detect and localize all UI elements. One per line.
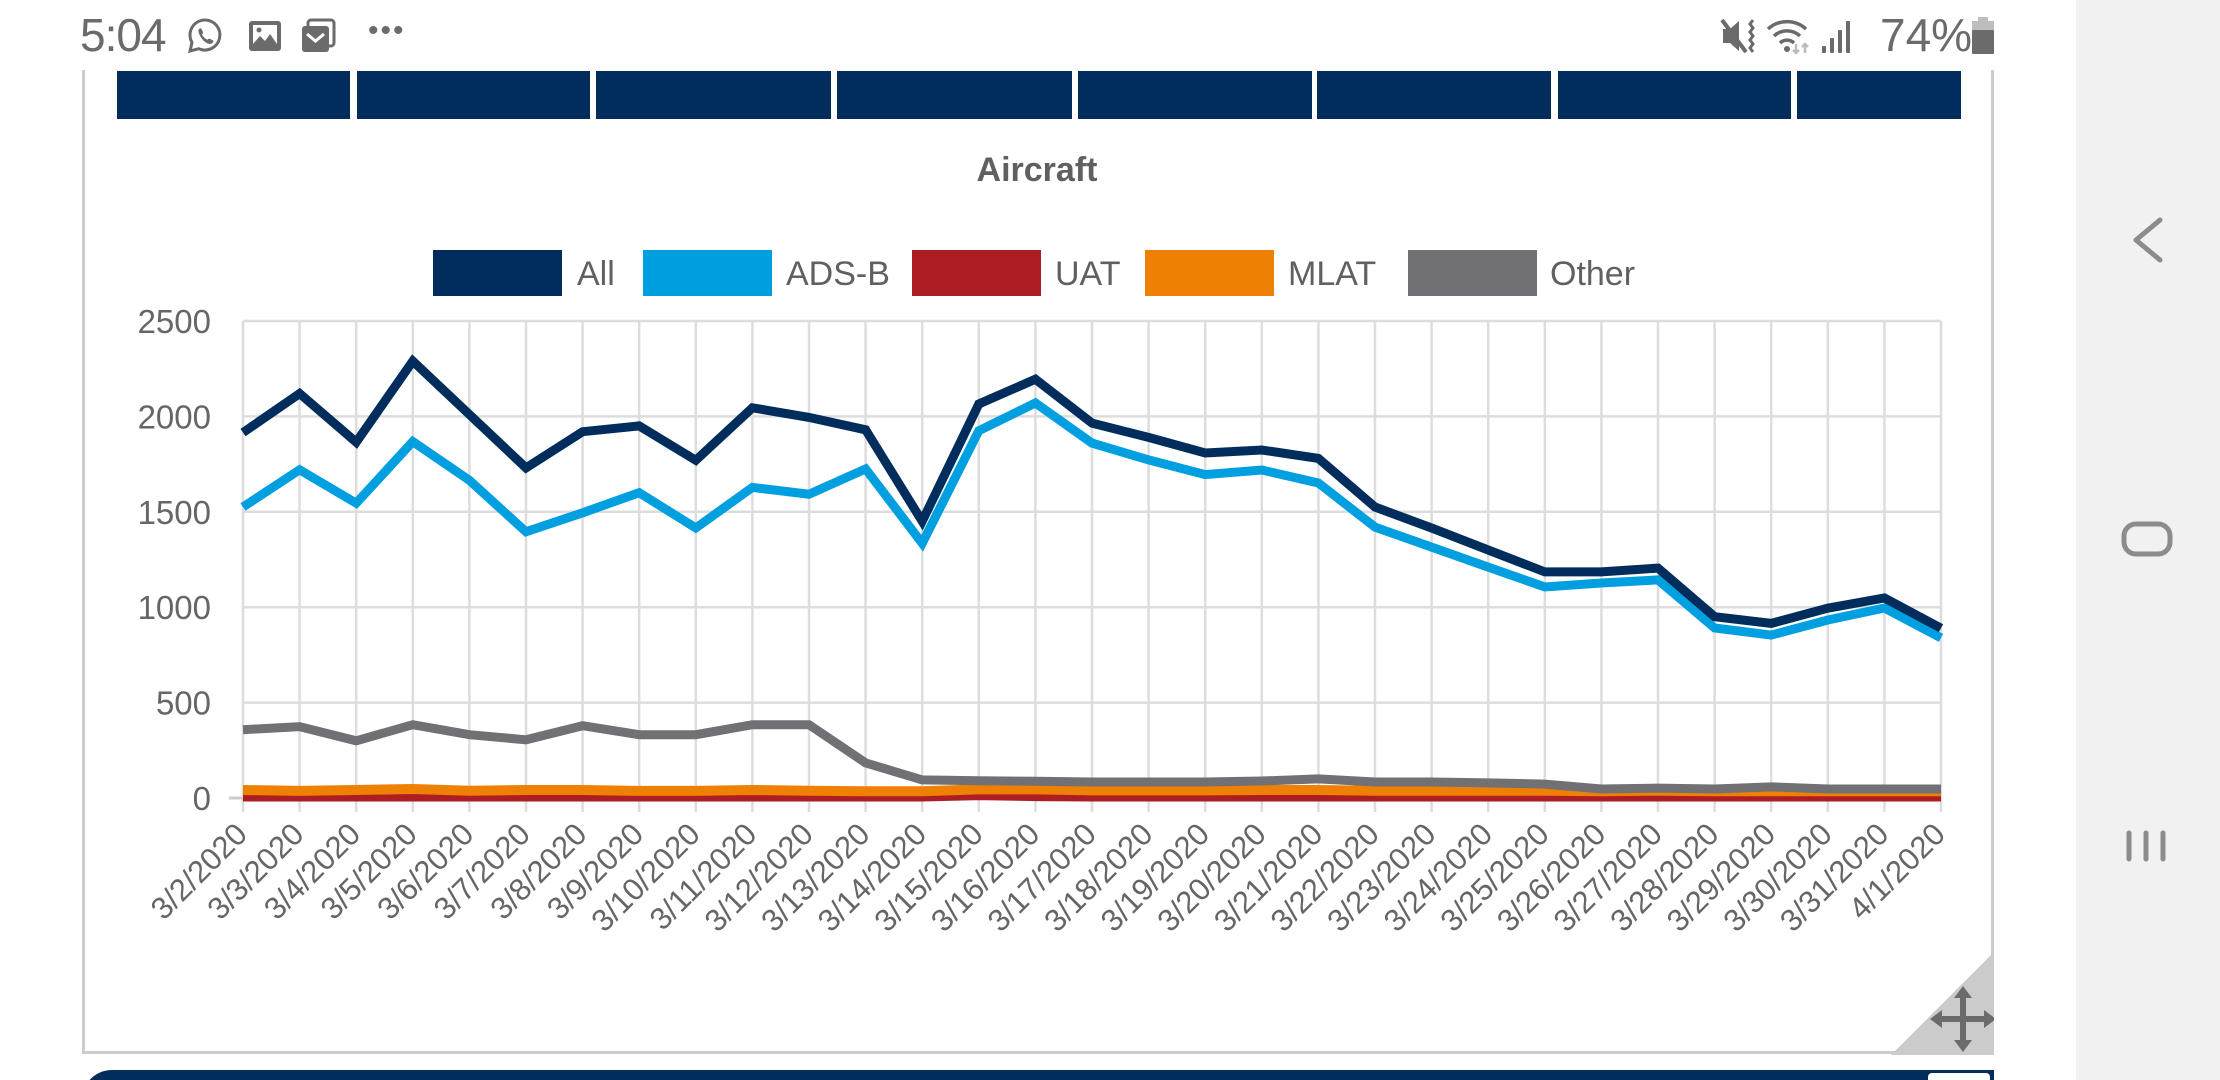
tab-5[interactable] (1078, 71, 1312, 119)
move-arrows-icon (1930, 986, 1994, 1052)
home-button[interactable] (2076, 480, 2220, 600)
battery-percent: 74% (1880, 9, 1973, 61)
legend-item-other[interactable]: Other (1408, 250, 1635, 296)
tab-6[interactable] (1317, 71, 1551, 119)
status-bar: 5:04 ••• (0, 0, 2076, 70)
legend-swatch (643, 250, 772, 296)
legend-swatch (912, 250, 1041, 296)
resize-handle[interactable] (1891, 952, 1994, 1055)
legend-item-mlat[interactable]: MLAT (1145, 250, 1376, 296)
series-line-all (240, 354, 1944, 633)
wifi-icon (1766, 19, 1809, 55)
battery-icon (1972, 17, 1994, 54)
legend-item-uat[interactable]: UAT (912, 250, 1120, 296)
recents-button[interactable] (2076, 785, 2220, 905)
line-chart: Aircraft All ADS-B UAT MLAT Other 0 500 1000 15… (138, 151, 1952, 938)
chart-series (240, 354, 1944, 802)
back-chevron-icon (2133, 217, 2163, 263)
y-tick-label: 1500 (138, 494, 211, 531)
legend-swatch (1145, 250, 1274, 296)
navigation-bar (2076, 0, 2220, 1080)
status-time: 5:04 (80, 9, 167, 61)
legend-label: MLAT (1288, 255, 1376, 293)
legend-swatch (1408, 250, 1537, 296)
legend-item-ads-b[interactable]: ADS-B (643, 250, 890, 296)
series-line-uat (243, 790, 1941, 802)
y-tick-label: 500 (156, 685, 211, 722)
legend-label: UAT (1055, 255, 1120, 293)
chart-card (82, 70, 1994, 1054)
chart-legend: All ADS-B UAT MLAT Other (433, 250, 1635, 296)
legend-label: All (577, 255, 615, 293)
tab-4[interactable] (837, 71, 1072, 119)
home-icon (2121, 521, 2173, 557)
bottom-panel-header (82, 1070, 1994, 1080)
whatsapp-icon (187, 18, 222, 54)
series-line-other (242, 720, 1941, 794)
chart-title: Aircraft (977, 151, 1098, 189)
y-tick-label: 1000 (138, 589, 211, 626)
y-tick-label: 0 (193, 780, 211, 817)
legend-item-all[interactable]: All (433, 250, 615, 296)
series-line-ads-b (240, 397, 1944, 642)
more-notifications-icon: ••• (368, 14, 406, 47)
legend-label: Other (1550, 255, 1635, 293)
legend-label: ADS-B (786, 255, 890, 293)
y-axis: 0 500 1000 1500 2000 2500 (138, 303, 211, 817)
tab-3[interactable] (596, 71, 831, 119)
email-icon (302, 18, 336, 52)
back-button[interactable] (2076, 180, 2220, 300)
tab-7[interactable] (1558, 71, 1791, 119)
tab-1[interactable] (117, 71, 350, 119)
recents-icon (2126, 830, 2166, 862)
signal-icon (1822, 21, 1850, 53)
x-axis: 3/2/20203/3/20203/4/20203/5/20203/6/2020… (144, 816, 1952, 938)
vibrate-mute-icon (1720, 18, 1755, 54)
tab-2[interactable] (357, 71, 590, 119)
y-tick-label: 2500 (138, 303, 211, 340)
bottom-panel-button[interactable] (1928, 1073, 1990, 1080)
y-tick-label: 2000 (138, 398, 211, 435)
gallery-icon (249, 21, 281, 51)
tab-8[interactable] (1797, 71, 1961, 119)
legend-swatch (433, 250, 562, 296)
